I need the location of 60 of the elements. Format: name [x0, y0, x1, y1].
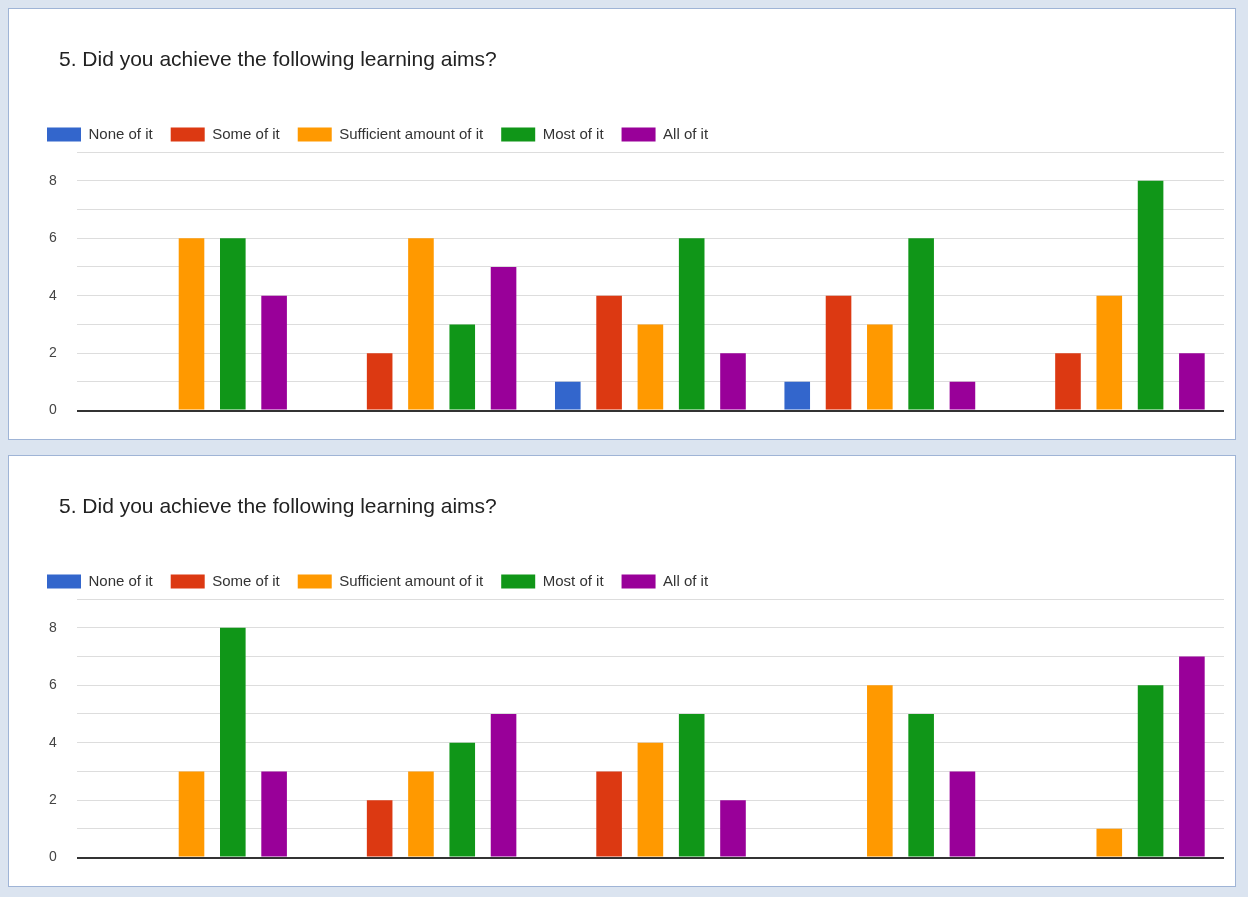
bar: [908, 713, 934, 857]
bar: [1179, 656, 1205, 857]
bar: [220, 238, 246, 410]
bar: [867, 324, 893, 410]
legend-label: Most of it: [542, 124, 605, 142]
bar: [1179, 353, 1205, 410]
legend-label: None of it: [88, 571, 154, 589]
legend-label: All of it: [663, 571, 709, 589]
bar: [596, 771, 622, 857]
bar: [449, 324, 476, 410]
bar: [596, 295, 622, 410]
bar: [949, 381, 976, 410]
bar: [1096, 295, 1123, 410]
bar: [408, 771, 434, 857]
y-tick-label: 2: [48, 790, 57, 807]
bar: [261, 771, 287, 857]
bar: [678, 713, 705, 857]
legend-label: Sufficient amount of it: [339, 124, 485, 142]
y-tick-label: 2: [48, 343, 57, 360]
y-tick-label: 6: [48, 676, 57, 693]
legend-label: Some of it: [212, 571, 281, 589]
bar: [408, 238, 434, 410]
chart-title: 5. Did you achieve the following learning aims?: [59, 494, 497, 518]
y-tick-label: 0: [48, 401, 57, 418]
bar: [949, 771, 976, 857]
y-tick-label: 4: [48, 286, 57, 303]
bar: [554, 381, 581, 410]
bar: [678, 238, 705, 410]
bar: [366, 800, 393, 857]
legend-label: None of it: [88, 124, 154, 142]
bar: [867, 685, 893, 857]
bar: [178, 771, 205, 857]
bar: [220, 627, 246, 857]
bar: [637, 742, 664, 857]
bar: [720, 353, 746, 410]
bar: [720, 800, 746, 857]
bar: [178, 238, 205, 410]
bar: [1096, 828, 1123, 857]
y-tick-label: 4: [48, 733, 57, 750]
bar: [1137, 685, 1164, 857]
bar: [825, 295, 852, 410]
bar: [490, 713, 517, 857]
chart-title: 5. Did you achieve the following learning aims?: [59, 47, 497, 71]
bar: [490, 266, 517, 410]
bar: [366, 353, 393, 410]
legend-label: Most of it: [542, 571, 605, 589]
y-tick-label: 8: [48, 618, 57, 635]
y-tick-label: 6: [48, 229, 57, 246]
bar: [908, 238, 934, 410]
legend-label: Sufficient amount of it: [339, 571, 485, 589]
y-tick-label: 8: [48, 171, 57, 188]
y-tick-label: 0: [48, 848, 57, 865]
bar: [784, 381, 811, 410]
bar: [637, 324, 664, 410]
legend-label: Some of it: [212, 124, 281, 142]
bar: [261, 295, 287, 410]
legend-label: All of it: [663, 124, 709, 142]
bar: [449, 742, 476, 857]
bar: [1055, 353, 1081, 410]
bar: [1137, 180, 1164, 410]
